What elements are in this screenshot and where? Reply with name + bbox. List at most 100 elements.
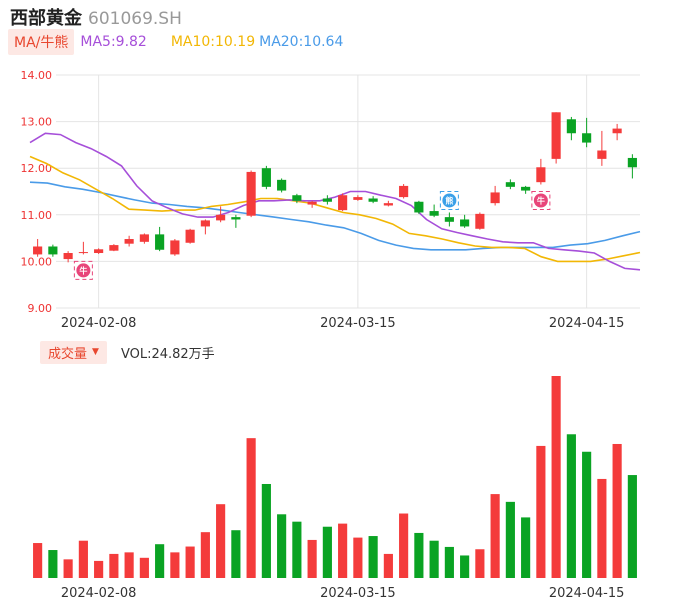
candle-body: [490, 192, 500, 204]
candle-body: [200, 220, 210, 227]
volume-bar: [383, 553, 393, 578]
ma-legend: MA/牛熊 MA5:9.82 MA10:10.19 MA20:10.64: [8, 29, 344, 55]
volume-bar: [399, 513, 409, 578]
candle-body: [94, 249, 104, 254]
candle-body: [322, 198, 332, 202]
volume-bar: [612, 443, 622, 578]
volume-bar: [78, 540, 88, 578]
candle-body: [399, 185, 409, 198]
volume-bar: [139, 557, 149, 578]
volume-bar: [246, 438, 256, 578]
candle-body: [475, 213, 485, 229]
volume-bar: [475, 549, 485, 578]
signal-badge-frame: [439, 190, 459, 210]
volume-value: VOL:24.82万手: [120, 346, 215, 362]
volume-bar: [292, 521, 302, 578]
volume-bar: [307, 539, 317, 578]
volume-bar: [261, 483, 271, 578]
y-tick-label: 12.00: [21, 162, 53, 175]
volume-bar: [185, 546, 195, 578]
ma-indicator-button[interactable]: MA/牛熊: [8, 29, 75, 55]
ma20-line: [29, 181, 641, 251]
signal-badge-frame: [531, 191, 551, 211]
candle-body: [627, 157, 637, 168]
signal-badge-label: 牛: [79, 265, 87, 275]
volume-indicator-label: 成交量: [48, 346, 88, 362]
signal-badge-label: 熊: [445, 195, 453, 205]
candle-body: [48, 246, 58, 255]
candle-body: [216, 214, 226, 221]
volume-bar: [200, 532, 210, 578]
candle-body: [63, 253, 73, 260]
candle-body: [612, 128, 622, 134]
candle-body: [139, 234, 149, 242]
volume-bar: [109, 553, 119, 578]
volume-bar: [94, 560, 104, 578]
ma5-label: MA5:9.82: [80, 34, 147, 50]
y-tick-label: 13.00: [21, 116, 53, 129]
candle-body: [414, 201, 424, 213]
volume-bar: [124, 552, 134, 578]
volume-bar: [582, 451, 592, 578]
volume-bar: [322, 526, 332, 578]
candle-body: [582, 133, 592, 143]
signal-badge-bull: [533, 193, 548, 208]
y-tick-label: 9.00: [28, 302, 53, 315]
candle-body: [277, 179, 287, 191]
volume-bar: [170, 552, 180, 578]
signal-badge-frame: [73, 260, 93, 280]
candle-body: [185, 229, 195, 243]
candle-body: [566, 119, 576, 134]
y-tick-label: 14.00: [21, 69, 53, 82]
signal-badge-bull: [76, 263, 91, 278]
candle-body: [521, 186, 531, 191]
volume-bar: [505, 501, 515, 578]
volume-bar: [155, 544, 165, 578]
candle-body: [33, 246, 43, 255]
candle-body: [231, 217, 241, 220]
stock-header: 西部黄金 601069.SH: [10, 4, 182, 29]
candle-body: [505, 182, 515, 187]
dropdown-triangle-icon: ▼: [92, 347, 99, 357]
candle-body: [536, 167, 546, 183]
volume-bar: [597, 478, 607, 578]
candle-body: [109, 245, 119, 251]
candle-body: [155, 234, 165, 250]
x-tick-label: 2024-04-15: [549, 586, 625, 601]
candle-body: [429, 211, 439, 216]
volume-legend: 成交量 ▼ VOL:24.82万手: [40, 340, 215, 364]
x-tick-label: 2024-03-15: [320, 316, 396, 331]
volume-bar: [551, 376, 561, 578]
volume-bar: [338, 523, 348, 578]
volume-bar: [490, 494, 500, 578]
y-tick-label: 10.00: [21, 255, 53, 268]
ma20-label: MA20:10.64: [259, 34, 344, 50]
x-tick-label: 2024-04-15: [549, 316, 625, 331]
volume-bar: [460, 555, 470, 578]
volume-bar: [216, 504, 226, 578]
volume-bar: [63, 559, 73, 578]
candle-body: [261, 168, 271, 187]
volume-bar: [521, 517, 531, 578]
stock-name: 西部黄金: [10, 8, 82, 29]
ma5-line: [29, 132, 641, 271]
candle-body: [338, 195, 348, 211]
volume-bar: [33, 543, 43, 578]
candle-body: [307, 201, 317, 205]
x-tick-label: 2024-02-08: [61, 316, 137, 331]
volume-bar: [353, 537, 363, 578]
candle-body: [292, 195, 302, 201]
candle-body: [124, 239, 134, 244]
candle-body: [551, 112, 561, 159]
candle-body: [368, 198, 378, 202]
candle-body: [597, 150, 607, 159]
volume-bar: [444, 546, 454, 578]
candle-body: [170, 240, 180, 255]
candle-body: [246, 171, 256, 216]
volume-bar: [429, 540, 439, 578]
candle-body: [383, 203, 393, 206]
volume-bar: [627, 475, 637, 578]
volume-indicator-button[interactable]: 成交量 ▼: [40, 340, 107, 364]
candle-body: [444, 217, 454, 222]
